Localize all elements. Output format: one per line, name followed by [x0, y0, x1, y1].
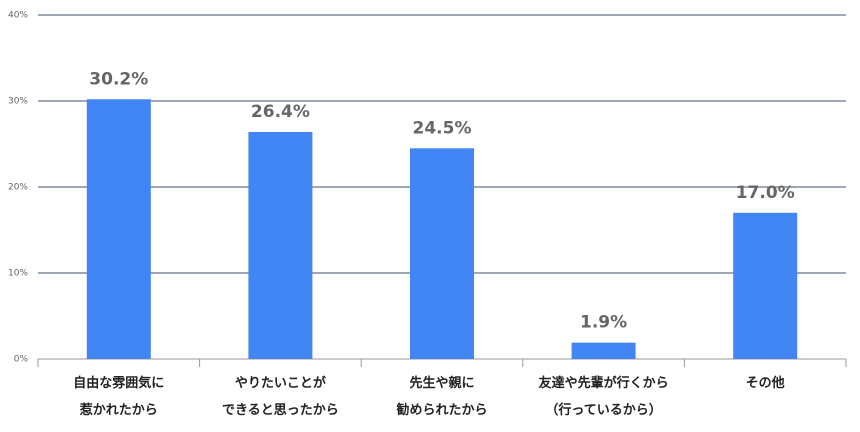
- y-tick-label: 30%: [8, 97, 28, 107]
- x-tick-label: やりたいことが できると思ったから: [222, 376, 339, 418]
- y-tick-label: 40%: [8, 11, 28, 21]
- value-label: 1.9%: [580, 313, 627, 333]
- bar: [86, 99, 151, 359]
- bar: [571, 342, 636, 359]
- y-tick-label: 0%: [14, 355, 29, 365]
- x-tick-label: 先生や親に 勧められたから: [396, 376, 488, 418]
- value-label: 24.5%: [413, 118, 472, 138]
- value-label: 17.0%: [736, 183, 795, 203]
- x-tick-label: 自由な雰囲気に 惹かれたから: [73, 376, 165, 418]
- value-label: 30.2%: [89, 69, 148, 89]
- bar: [248, 131, 313, 359]
- x-tick-label: 友達や先輩が行くから （行っているから）: [538, 376, 669, 418]
- x-tick-label: その他: [745, 376, 785, 391]
- value-label: 26.4%: [251, 102, 310, 122]
- y-tick-label: 10%: [8, 269, 28, 279]
- bar: [410, 148, 474, 359]
- y-tick-label: 20%: [8, 183, 28, 193]
- bar: [733, 212, 798, 359]
